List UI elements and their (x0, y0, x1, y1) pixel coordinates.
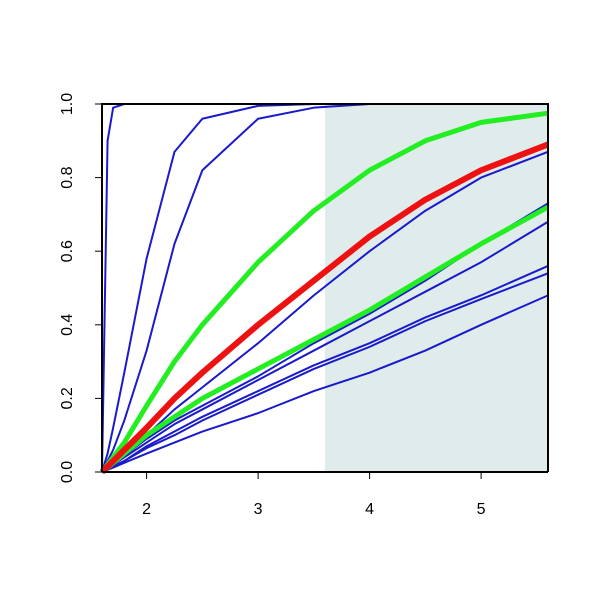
x-tick-label: 4 (365, 501, 374, 518)
x-tick-label: 3 (254, 501, 263, 518)
line-series (99, 141, 550, 475)
y-tick-label: 1.0 (59, 93, 76, 115)
line-series (101, 272, 549, 473)
line-series (101, 294, 549, 473)
axis-frame (101, 103, 549, 472)
x-tick-label: 2 (142, 501, 151, 518)
y-tick-label: 0.0 (59, 461, 76, 483)
y-tick-label: 0.8 (59, 166, 76, 188)
x-tick-label: 5 (477, 501, 486, 518)
y-tick-label: 0.6 (59, 240, 76, 262)
y-tick-label: 0.2 (59, 387, 76, 409)
y-tick-label: 0.4 (59, 314, 76, 336)
